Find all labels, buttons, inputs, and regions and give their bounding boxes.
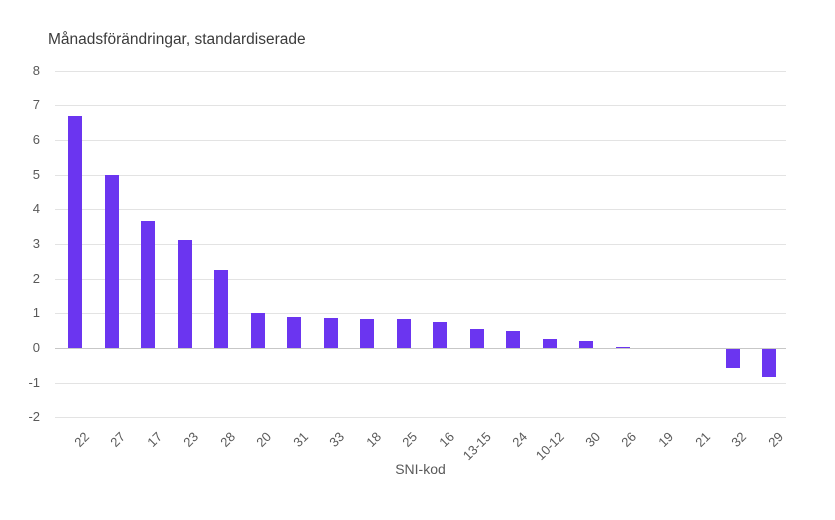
y-tick-label: -1 <box>28 374 40 390</box>
bar-27 <box>104 174 119 348</box>
x-tick-label: 22 <box>70 429 92 450</box>
bar-33 <box>323 317 338 348</box>
x-tick-label: 10-12 <box>532 429 567 464</box>
y-tick-label: 5 <box>32 166 40 182</box>
bar-13-15 <box>469 328 484 348</box>
bar-31 <box>287 316 302 348</box>
y-tick-label: 8 <box>32 62 40 78</box>
gridline <box>55 105 786 107</box>
x-tick-label: 30 <box>582 429 604 450</box>
bar-16 <box>433 321 448 348</box>
gridline <box>55 209 786 211</box>
gridline <box>55 278 786 280</box>
bar-30 <box>579 340 594 348</box>
x-tick-label: 33 <box>326 429 348 450</box>
x-tick-label: 20 <box>253 429 275 450</box>
bar-18 <box>360 319 375 348</box>
y-tick-label: -2 <box>28 409 40 425</box>
x-tick-label: 23 <box>180 429 202 450</box>
bar-29 <box>762 348 777 377</box>
y-tick-label: 6 <box>32 131 40 147</box>
bar-24 <box>506 330 521 348</box>
bar-22 <box>68 115 82 348</box>
x-tick-label: 29 <box>764 429 786 450</box>
bar-20 <box>250 312 265 348</box>
x-tick-label: 28 <box>216 429 238 450</box>
gridline <box>55 382 786 384</box>
x-tick-label: 21 <box>691 429 713 450</box>
gridline <box>55 417 786 419</box>
zero-gridline <box>55 347 786 349</box>
y-tick-label: 0 <box>32 339 40 355</box>
x-tick-label: 31 <box>289 429 311 450</box>
y-tick-label: 3 <box>32 235 40 251</box>
y-tick-label: 4 <box>32 201 40 217</box>
x-axis-title: SNI-kod <box>395 461 446 477</box>
bar-28 <box>214 269 229 348</box>
x-tick-label: 16 <box>436 429 457 450</box>
gridline <box>55 174 786 176</box>
gridline <box>55 139 786 141</box>
bar-17 <box>141 221 156 348</box>
gridline <box>55 70 786 72</box>
x-tick-label: 25 <box>399 429 421 450</box>
bar-32 <box>725 348 740 368</box>
x-tick-label: 17 <box>143 429 165 450</box>
gridline <box>55 313 786 315</box>
bar-25 <box>396 319 411 348</box>
y-tick-label: 7 <box>32 97 40 113</box>
x-tick-label: 32 <box>728 429 750 450</box>
x-tick-label: 19 <box>655 429 677 450</box>
x-tick-label: 18 <box>363 429 384 450</box>
x-tick-label: 27 <box>107 429 129 450</box>
x-tick-label: 13-15 <box>459 429 494 464</box>
y-tick-label: 2 <box>32 270 40 286</box>
bar-23 <box>177 240 192 348</box>
x-tick-label: 26 <box>618 429 640 450</box>
chart-title: Månadsförändringar, standardiserade <box>48 31 306 48</box>
gridline <box>55 243 786 245</box>
x-tick-label: 24 <box>509 429 530 450</box>
y-tick-label: 1 <box>32 305 40 321</box>
bar-26 <box>616 346 630 348</box>
bar-10-12 <box>542 338 557 348</box>
